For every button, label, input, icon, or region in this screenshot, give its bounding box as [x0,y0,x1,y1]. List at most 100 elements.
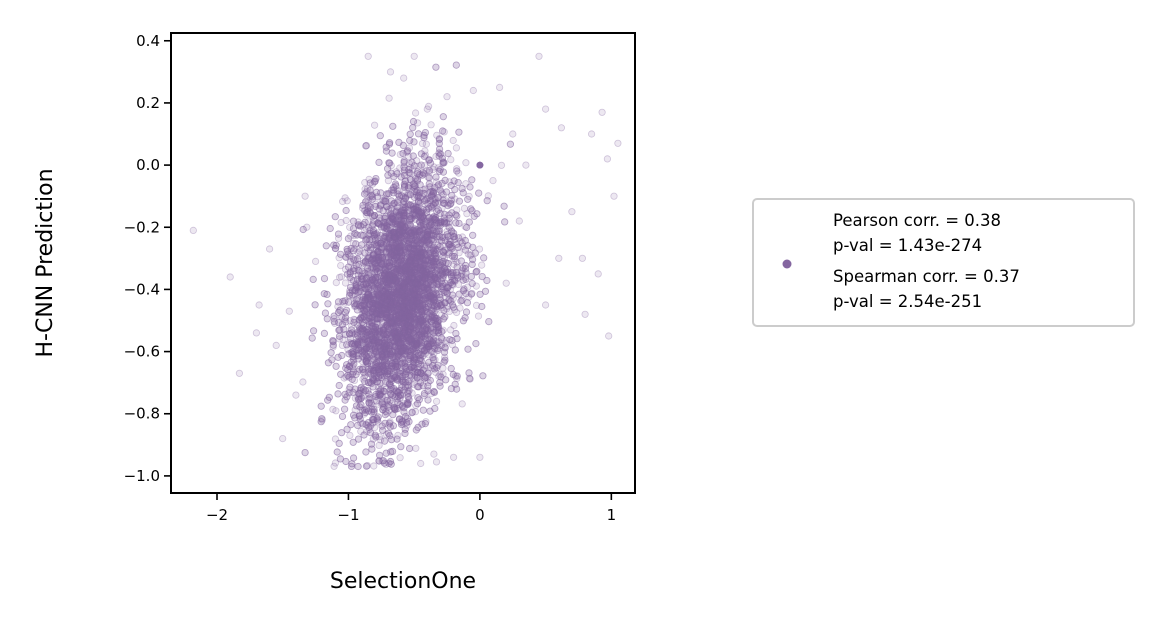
data-point [441,268,449,277]
data-point [422,220,430,228]
data-point [342,216,350,225]
data-point [363,196,371,204]
data-point [342,253,350,261]
data-point [393,207,401,215]
data-point [400,283,408,291]
data-point [366,193,374,201]
data-point [388,277,397,285]
data-point [429,324,437,332]
data-point [368,263,377,271]
data-point [422,362,430,370]
data-point [417,236,426,244]
data-point [392,168,400,176]
data-point [407,288,415,296]
data-point [326,224,334,233]
data-point [442,336,450,344]
data-point [453,335,461,343]
data-point [375,257,383,265]
data-point [418,277,426,286]
data-point [356,326,364,334]
data-point [379,307,387,315]
data-point [415,244,424,252]
data-point [386,243,394,252]
data-point [391,329,399,337]
data-point [420,362,429,370]
data-point [394,239,402,247]
data-point [381,362,389,370]
data-point [434,270,442,278]
data-point [398,286,407,294]
data-point [408,408,416,416]
data-point [421,419,429,428]
data-point [417,332,426,340]
data-point [416,218,424,226]
data-point [379,323,387,331]
data-point [382,430,390,439]
data-point [421,274,429,282]
data-point [424,396,432,404]
data-point [410,281,418,289]
data-point [369,306,377,314]
data-point [410,350,418,359]
data-point [442,268,450,276]
data-point [393,245,401,253]
data-point [395,253,403,261]
data-point [420,261,428,269]
data-point [365,331,373,339]
data-point [341,265,350,273]
data-point [401,376,409,384]
data-point [371,327,379,335]
data-point [329,405,337,413]
data-point [414,226,422,234]
data-point [433,314,441,322]
data-point [429,257,437,265]
data-point [380,341,388,349]
data-point [417,331,425,339]
data-point [371,336,380,344]
data-point [420,259,428,267]
data-point [402,320,410,329]
data-point [465,192,473,200]
data-point [395,312,403,320]
data-point [375,256,384,264]
data-point [437,302,445,310]
data-point [399,239,407,247]
data-point [446,286,454,294]
data-point [405,309,413,317]
data-point [413,235,421,243]
data-point [412,236,420,244]
data-point [374,393,382,402]
data-point [398,204,406,212]
data-point [445,218,453,226]
data-point [435,372,443,380]
data-point [378,353,386,361]
data-point [381,301,389,309]
data-point [382,269,390,277]
data-point [391,268,399,276]
data-point [385,140,393,148]
data-point [403,285,411,293]
data-point [438,335,446,343]
data-point [397,443,405,451]
data-point [419,264,427,273]
data-point [369,264,377,272]
data-point [390,357,398,365]
data-point [398,354,406,362]
data-point [393,301,401,309]
data-point [403,421,411,429]
data-point [402,347,410,355]
data-point [413,288,421,297]
data-point [388,399,396,407]
data-point [363,359,371,368]
data-point [351,256,359,264]
data-point [361,185,369,193]
data-point [394,431,402,439]
data-point [396,372,404,380]
data-point [358,364,367,372]
data-point [410,291,418,299]
data-point [393,328,401,336]
data-point [393,258,401,267]
data-point [415,334,423,342]
data-point [414,368,423,376]
data-point [387,162,395,170]
